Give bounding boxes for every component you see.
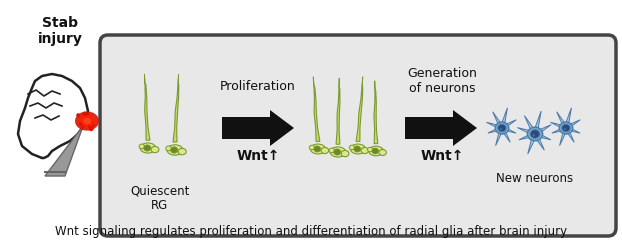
Polygon shape (361, 77, 363, 87)
Polygon shape (45, 118, 86, 176)
Polygon shape (533, 111, 541, 135)
Ellipse shape (321, 148, 328, 154)
Ellipse shape (532, 134, 535, 137)
Text: New neurons: New neurons (496, 171, 573, 184)
Polygon shape (374, 81, 375, 90)
Polygon shape (500, 127, 510, 142)
Polygon shape (564, 127, 574, 142)
Polygon shape (336, 88, 340, 144)
Text: Wnt↑: Wnt↑ (420, 149, 463, 163)
Text: Generation
of neurons: Generation of neurons (407, 67, 477, 95)
Ellipse shape (372, 148, 379, 154)
Polygon shape (338, 78, 340, 88)
Ellipse shape (170, 147, 178, 153)
Ellipse shape (88, 125, 90, 128)
Ellipse shape (330, 147, 346, 157)
Ellipse shape (82, 112, 86, 116)
Ellipse shape (83, 118, 91, 124)
Ellipse shape (89, 126, 94, 131)
Ellipse shape (361, 148, 369, 154)
Polygon shape (564, 108, 572, 128)
Text: Quiescent
RG: Quiescent RG (131, 184, 190, 212)
Ellipse shape (527, 127, 542, 141)
Polygon shape (524, 116, 537, 135)
Polygon shape (314, 87, 320, 141)
Ellipse shape (369, 146, 383, 156)
Polygon shape (560, 127, 568, 146)
Ellipse shape (79, 122, 83, 126)
Polygon shape (313, 77, 314, 87)
Ellipse shape (75, 111, 99, 131)
Ellipse shape (495, 122, 509, 134)
Ellipse shape (80, 115, 94, 127)
Polygon shape (550, 122, 567, 130)
Polygon shape (500, 108, 508, 128)
Polygon shape (501, 120, 516, 130)
Ellipse shape (354, 146, 361, 152)
Ellipse shape (562, 124, 570, 132)
Polygon shape (518, 128, 536, 136)
Ellipse shape (350, 145, 355, 150)
Polygon shape (557, 112, 568, 129)
Ellipse shape (139, 144, 144, 149)
Ellipse shape (334, 149, 341, 155)
Ellipse shape (350, 144, 366, 154)
Polygon shape (173, 84, 179, 142)
Ellipse shape (531, 130, 540, 138)
Polygon shape (374, 90, 378, 144)
Polygon shape (496, 127, 504, 146)
Ellipse shape (178, 148, 186, 155)
Ellipse shape (151, 146, 159, 153)
Polygon shape (534, 132, 551, 140)
Polygon shape (178, 74, 179, 84)
Polygon shape (501, 126, 516, 133)
Ellipse shape (93, 124, 95, 127)
Text: Wnt signaling regulates proliferation and differentiation of radial glia after b: Wnt signaling regulates proliferation an… (55, 225, 567, 238)
Polygon shape (519, 132, 536, 140)
Ellipse shape (564, 128, 566, 130)
Ellipse shape (77, 113, 80, 117)
Ellipse shape (499, 128, 502, 130)
Ellipse shape (341, 151, 349, 157)
Polygon shape (552, 126, 567, 133)
Text: Stab
injury: Stab injury (37, 16, 83, 46)
Polygon shape (527, 133, 537, 154)
Polygon shape (534, 125, 551, 136)
Polygon shape (565, 126, 580, 133)
Ellipse shape (379, 150, 386, 155)
Polygon shape (486, 122, 503, 130)
Ellipse shape (144, 145, 151, 151)
Ellipse shape (167, 145, 183, 155)
Ellipse shape (314, 146, 321, 152)
Polygon shape (493, 112, 504, 129)
Ellipse shape (166, 146, 172, 151)
Polygon shape (533, 133, 544, 150)
Ellipse shape (309, 145, 315, 150)
Ellipse shape (368, 147, 373, 152)
Ellipse shape (310, 144, 325, 154)
Polygon shape (565, 120, 580, 130)
FancyArrow shape (405, 110, 477, 146)
Text: Proliferation: Proliferation (220, 79, 296, 92)
Polygon shape (488, 126, 503, 133)
Polygon shape (145, 84, 150, 140)
Polygon shape (144, 74, 146, 84)
FancyArrow shape (222, 110, 294, 146)
Ellipse shape (559, 122, 573, 134)
Ellipse shape (329, 148, 335, 153)
FancyBboxPatch shape (100, 35, 616, 236)
Polygon shape (356, 87, 363, 141)
Ellipse shape (498, 124, 506, 132)
Ellipse shape (140, 143, 156, 153)
Text: Wnt↑: Wnt↑ (236, 149, 280, 163)
